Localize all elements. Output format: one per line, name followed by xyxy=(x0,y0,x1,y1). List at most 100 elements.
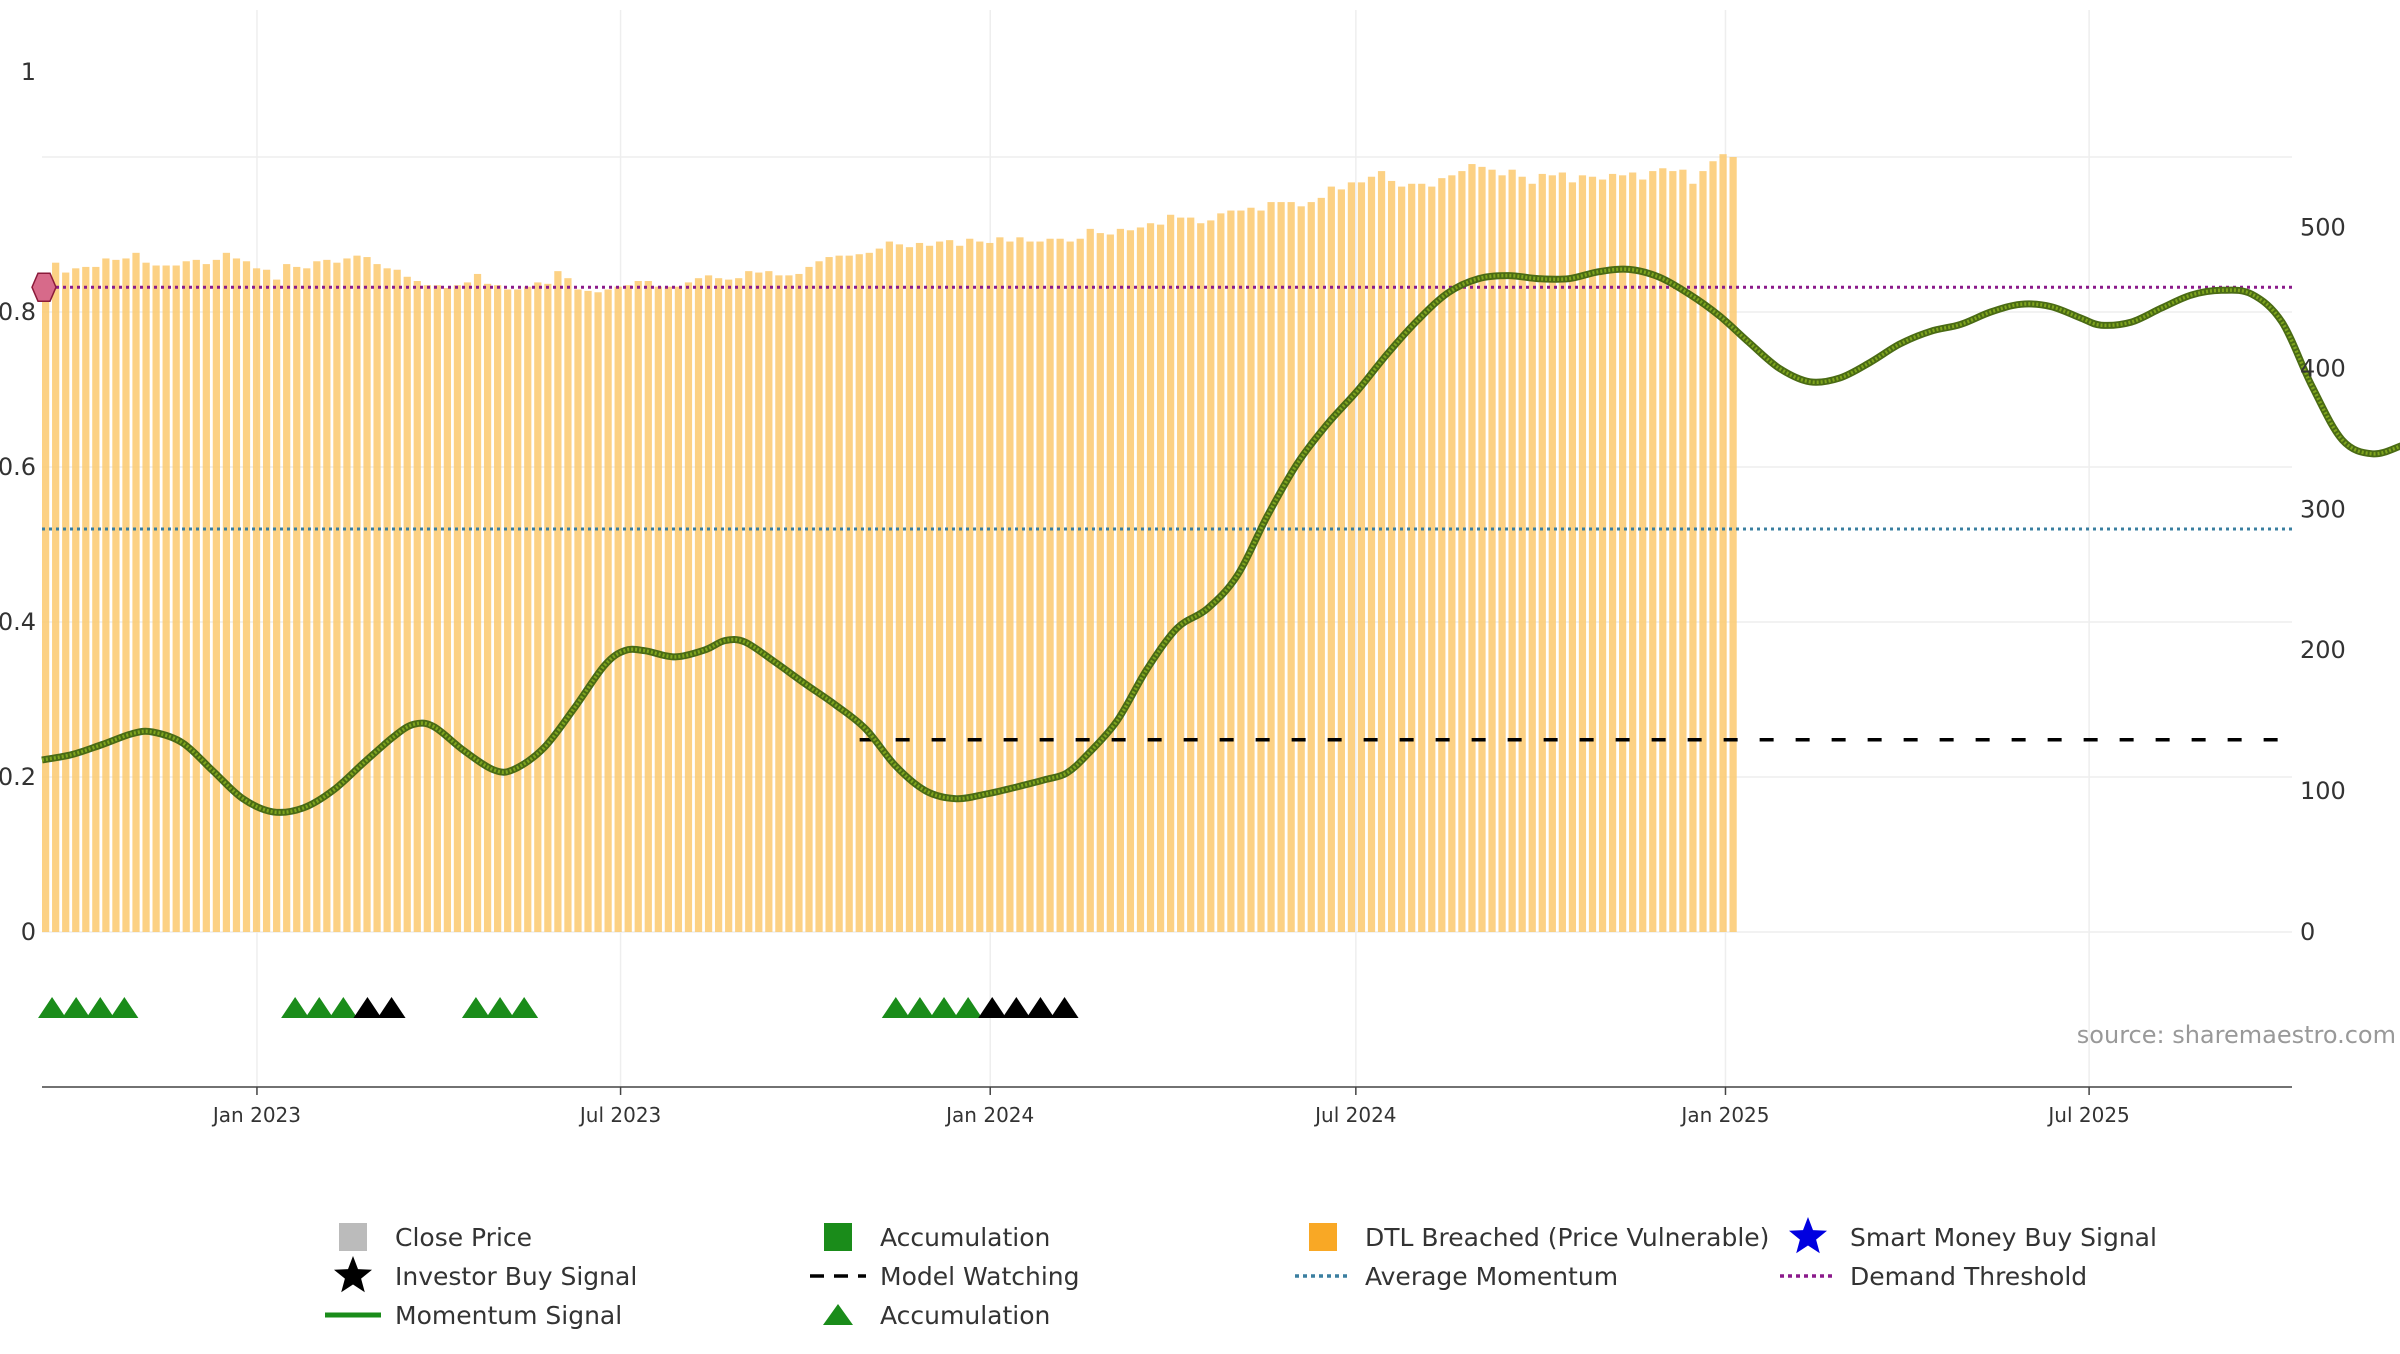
legend-swatch-square xyxy=(339,1223,367,1251)
close-price-bar xyxy=(1367,176,1376,933)
close-price-bar xyxy=(835,255,843,932)
close-price-bar xyxy=(1669,171,1677,933)
accumulation-marker xyxy=(329,997,358,1018)
accumulation-marker xyxy=(110,997,139,1018)
legend-swatch-square xyxy=(1309,1223,1337,1251)
close-price-bar xyxy=(242,261,251,932)
close-price-bar xyxy=(654,286,662,932)
close-price-bar xyxy=(815,261,823,932)
accumulation-marker xyxy=(281,997,310,1018)
close-price-bar xyxy=(524,286,532,932)
y-left-tick-label: 0.6 xyxy=(0,453,36,481)
accumulation-marker xyxy=(86,997,115,1018)
close-price-bar xyxy=(986,242,994,932)
close-price-bar xyxy=(925,245,934,932)
close-price-bar xyxy=(1327,186,1335,933)
legend-label: Demand Threshold xyxy=(1850,1262,2087,1291)
source-note: source: sharemaestro.com xyxy=(2077,1021,2396,1049)
close-price-bar xyxy=(1639,179,1647,933)
close-price-bar xyxy=(775,275,783,932)
close-price-bar xyxy=(273,279,281,933)
close-price-bar xyxy=(845,255,853,932)
close-price-bar xyxy=(1167,214,1175,932)
investor-buy-marker xyxy=(1026,997,1055,1018)
close-price-bar xyxy=(423,285,431,933)
close-price-bar xyxy=(1689,183,1697,932)
close-price-bar xyxy=(453,285,462,933)
momentum-series xyxy=(41,265,2400,816)
close-price-bar xyxy=(594,292,602,932)
close-price-bar xyxy=(1307,202,1315,933)
y-left-tick-label: 0.2 xyxy=(0,763,36,791)
close-price-bar xyxy=(1387,180,1396,932)
close-price-bar xyxy=(152,265,160,932)
close-price-bar xyxy=(895,244,904,933)
close-price-bar xyxy=(313,261,321,932)
close-price-bar xyxy=(1488,169,1496,932)
close-price-bar xyxy=(584,290,592,932)
close-price-bar xyxy=(534,282,542,932)
close-price-bar xyxy=(1619,175,1627,932)
close-price-bar xyxy=(1056,238,1064,933)
legend-label: DTL Breached (Price Vulnerable) xyxy=(1365,1223,1769,1252)
close-price-bar xyxy=(1026,241,1034,933)
legend-item: Momentum Signal xyxy=(325,1301,622,1330)
close-price-bar xyxy=(142,262,150,932)
signal-markers xyxy=(38,997,1079,1018)
close-price-bar xyxy=(1146,223,1155,933)
close-price-bar xyxy=(202,264,210,933)
close-price-bar xyxy=(172,265,180,932)
close-price-bar xyxy=(1036,241,1044,933)
y-right-tick-label: 200 xyxy=(2300,636,2346,664)
legend-label: Model Watching xyxy=(880,1262,1080,1291)
close-price-bar xyxy=(1076,238,1084,933)
momentum-line-outline xyxy=(41,265,2400,816)
y-left-tick-label: 0.8 xyxy=(0,298,36,326)
close-price-bar xyxy=(1548,175,1556,932)
close-price-bar xyxy=(1719,154,1727,932)
close-price-bar xyxy=(795,273,803,932)
close-price-bar xyxy=(946,240,954,932)
close-price-bar xyxy=(1558,172,1566,932)
investor-buy-marker xyxy=(1050,997,1079,1018)
close-price-bar xyxy=(72,268,80,932)
close-price-bar xyxy=(1408,183,1416,932)
close-price-bar xyxy=(1598,179,1607,933)
close-price-bar xyxy=(1508,169,1516,932)
legend-label: Close Price xyxy=(395,1223,532,1252)
x-tick-label: Jul 2023 xyxy=(578,1103,661,1127)
legend-item: Model Watching xyxy=(810,1262,1080,1291)
legend-item: DTL Breached (Price Vulnerable) xyxy=(1309,1223,1769,1252)
close-price-bar xyxy=(1187,217,1195,933)
close-price-bar xyxy=(915,242,924,932)
close-price-bar xyxy=(554,271,562,932)
close-price-bar xyxy=(232,258,241,932)
close-price-bar xyxy=(674,286,683,932)
y-left-tick-label: 1 xyxy=(21,58,36,86)
close-price-bar xyxy=(62,272,70,932)
x-tick-label: Jul 2025 xyxy=(2046,1103,2129,1127)
legend-label: Momentum Signal xyxy=(395,1301,622,1330)
close-price-bar xyxy=(443,288,452,932)
close-price-bar xyxy=(865,252,873,932)
legend-item: Demand Threshold xyxy=(1780,1262,2087,1291)
close-price-bar xyxy=(1337,189,1345,932)
close-price-bar xyxy=(614,286,622,932)
close-price-bar xyxy=(684,282,693,932)
close-price-bar xyxy=(192,259,200,932)
accumulation-marker xyxy=(881,997,910,1018)
legend-item: Investor Buy Signal xyxy=(334,1256,637,1293)
close-price-bar xyxy=(1538,173,1546,932)
close-price-bar xyxy=(664,286,672,932)
y-right-tick-label: 0 xyxy=(2300,918,2315,946)
close-price-bar xyxy=(1528,183,1536,932)
close-price-bar xyxy=(1629,172,1637,932)
x-tick-label: Jan 2023 xyxy=(211,1103,301,1127)
close-price-bar xyxy=(1588,176,1597,933)
close-price-bar xyxy=(1568,182,1577,933)
close-price-bar xyxy=(1608,173,1617,932)
close-price-bar xyxy=(1116,228,1125,933)
close-price-bar xyxy=(694,278,703,932)
close-price-bar xyxy=(956,245,964,932)
